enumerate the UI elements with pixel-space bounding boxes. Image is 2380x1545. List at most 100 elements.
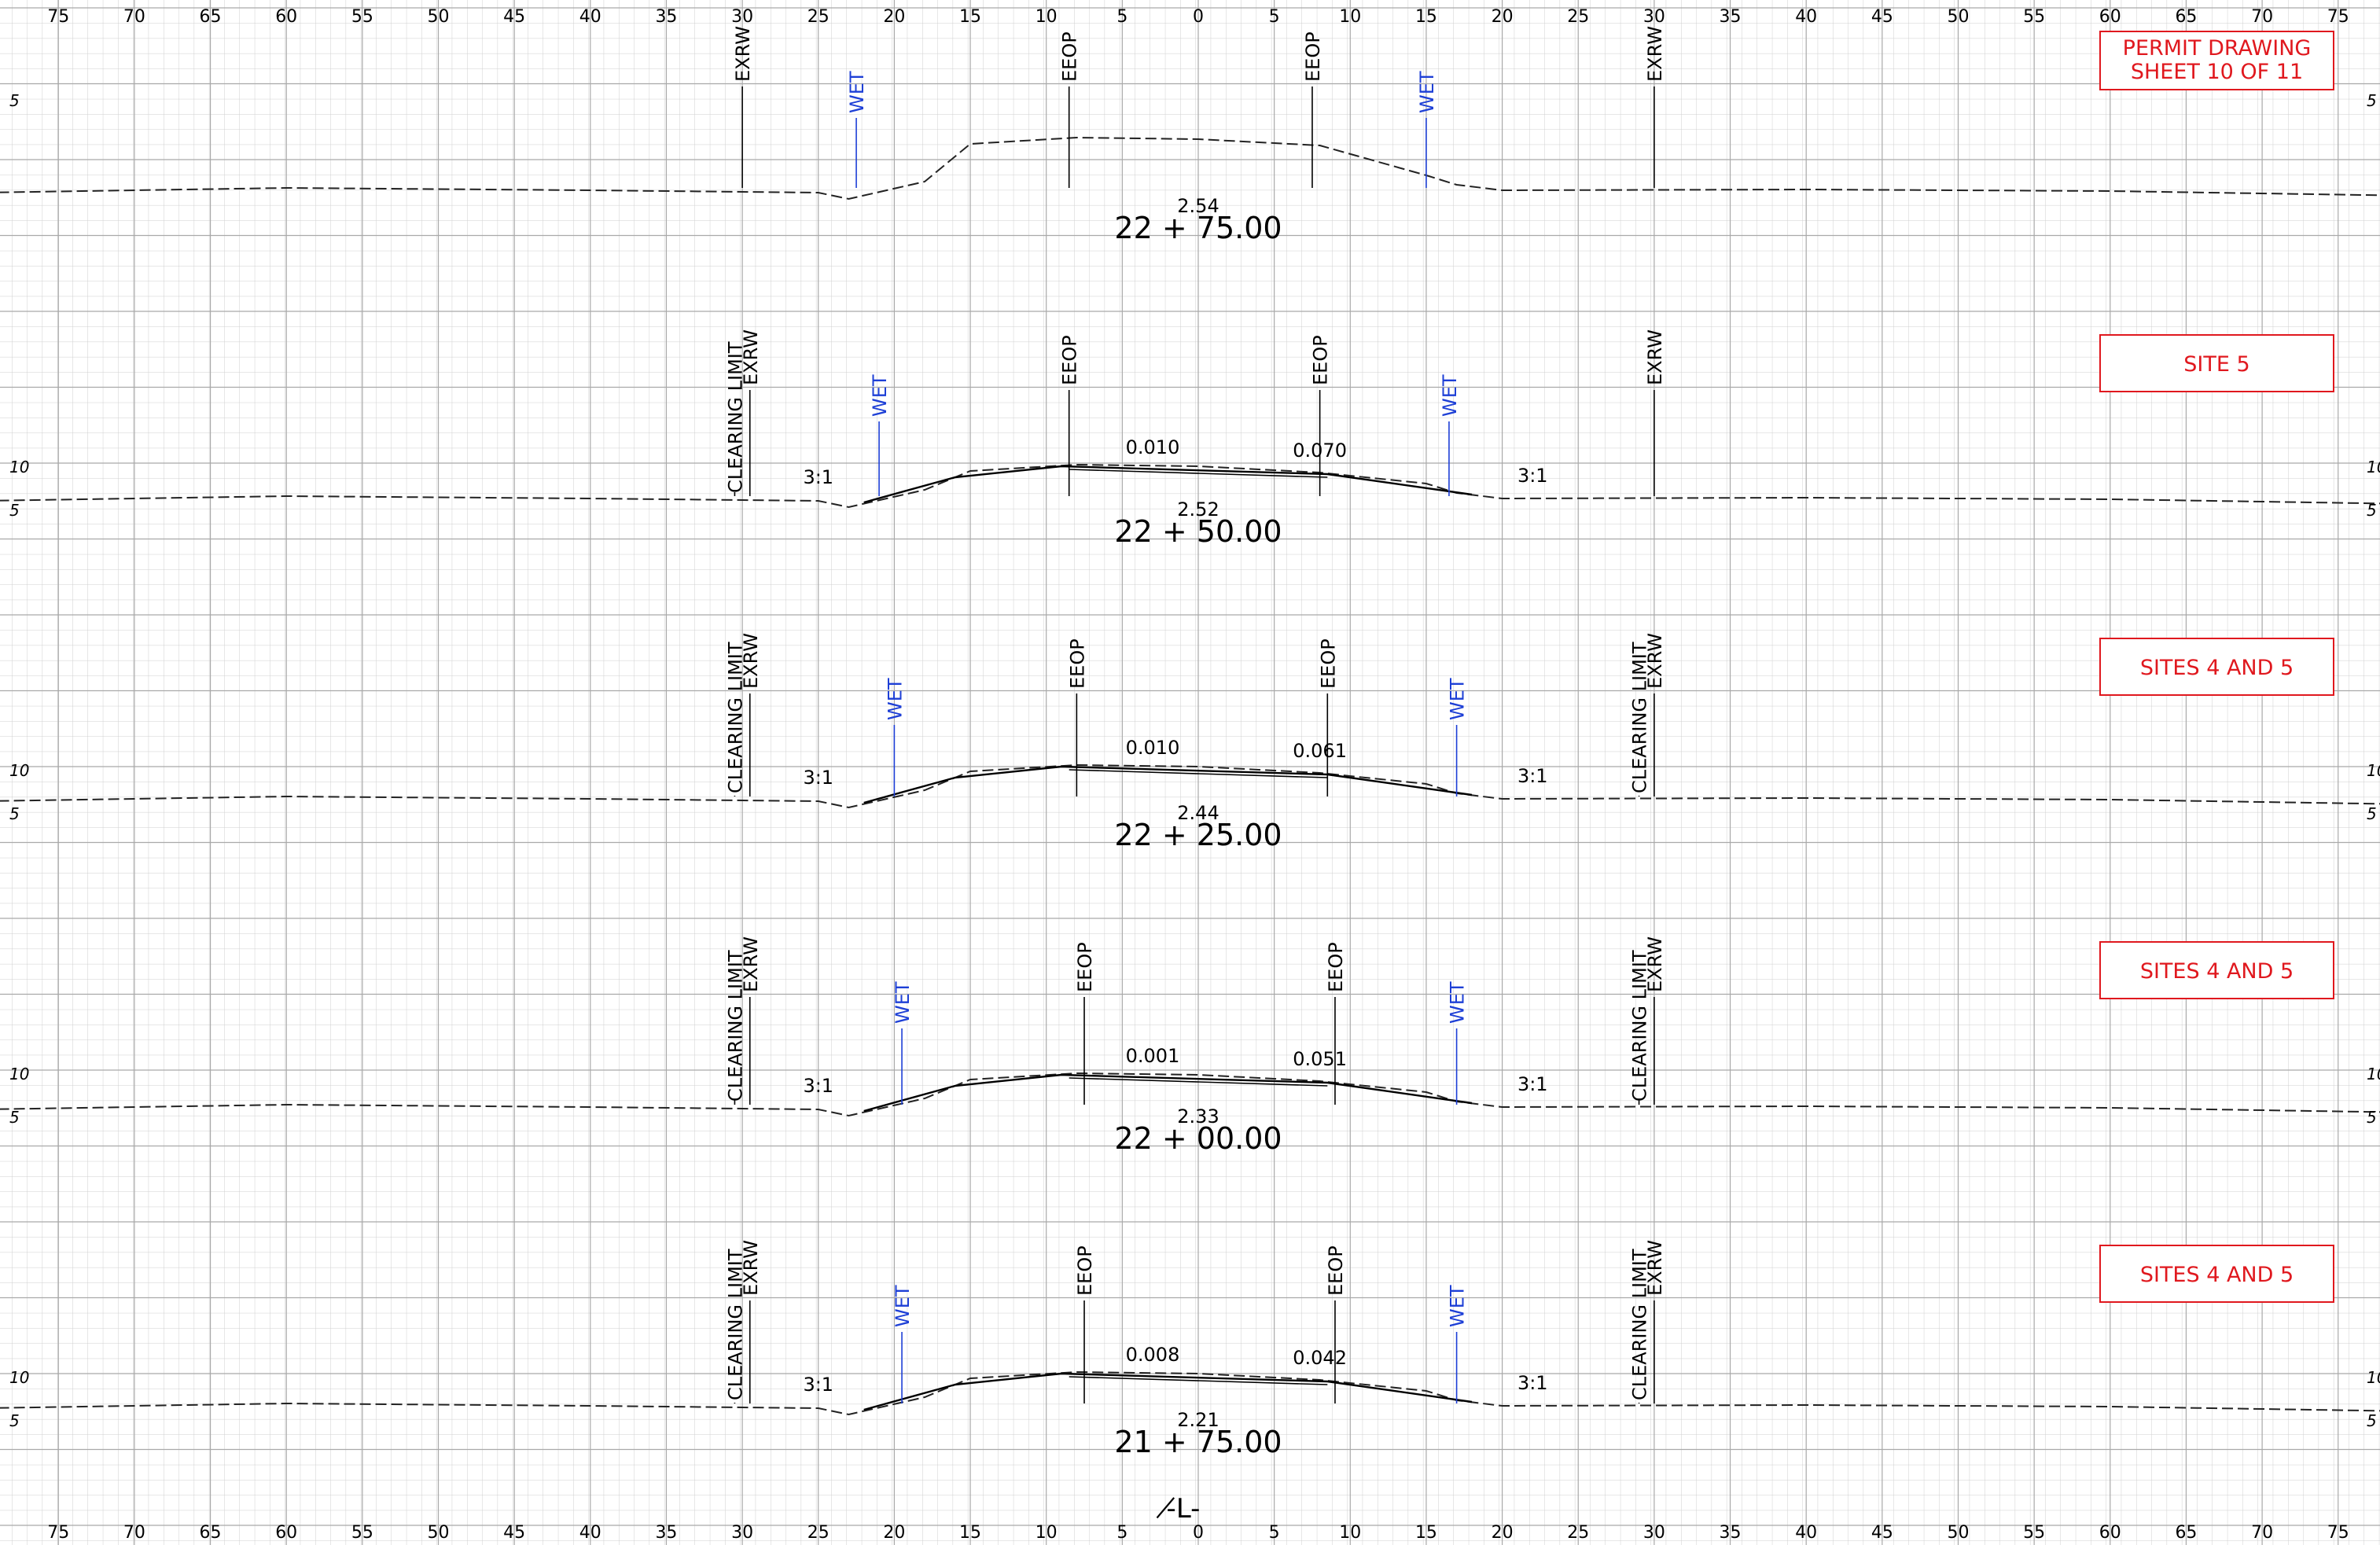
station-label: WET: [892, 1285, 914, 1327]
slope-label: 0.042: [1293, 1347, 1347, 1369]
axis-tick-label: 15: [959, 7, 981, 27]
scale-left-label: 10: [9, 1065, 29, 1083]
station-number: 22 + 75.00: [1114, 211, 1282, 245]
sheet-tag-box: [2099, 334, 2334, 392]
axis-tick-label: 35: [655, 1523, 677, 1543]
axis-tick-label: 70: [123, 7, 145, 27]
scale-right-label: 10: [2367, 1065, 2380, 1083]
sheet-tag-text: SITES 4 AND 5: [2140, 1263, 2294, 1287]
axis-tick-label: 60: [2099, 7, 2121, 27]
scale-left-label: 5: [9, 1108, 20, 1127]
axis-tick-label: 30: [731, 1523, 753, 1543]
station-label: EXRW: [1644, 936, 1666, 992]
axis-tick-label: 50: [428, 7, 450, 27]
sheet-tag-box: [2099, 31, 2334, 90]
station-label: WET: [1447, 981, 1469, 1024]
scale-right-label: 10: [2367, 761, 2380, 780]
axis-tick-label: 45: [1871, 7, 1893, 27]
pavement-bottom-line: [1069, 1077, 1328, 1087]
slope-label: 0.070: [1293, 440, 1347, 462]
scale-right-label: 5: [2367, 1411, 2377, 1430]
axis-tick-label: 20: [883, 7, 905, 27]
slope-label: 3:1: [1517, 1372, 1548, 1394]
scale-right-label: 10: [2367, 458, 2380, 476]
station-label: EXRW: [1644, 26, 1666, 82]
station-label: EEOP: [1302, 31, 1324, 82]
station-label: WET: [1416, 71, 1438, 113]
slope-label: 3:1: [803, 466, 833, 488]
station-label: CLEARING LIMIT: [724, 341, 746, 493]
station-label: CLEARING LIMIT: [1629, 642, 1651, 793]
station-label: EXRW: [740, 329, 762, 385]
sheet-tag-text: PERMIT DRAWING: [2123, 36, 2312, 61]
centerline-elevation: 2.33: [1177, 1105, 1219, 1127]
station-label: CLEARING LIMIT: [1629, 950, 1651, 1102]
axis-tick-label: 75: [47, 1523, 69, 1543]
axis-tick-label: 35: [1720, 7, 1742, 27]
station-label: EXRW: [1644, 1240, 1666, 1296]
centerline-elevation: 2.52: [1177, 498, 1219, 521]
axis-tick-label: 40: [1795, 1523, 1817, 1543]
scale-right-label: 5: [2367, 91, 2377, 110]
station-label: CLEARING LIMIT: [724, 1249, 746, 1400]
station-label: CLEARING LIMIT: [724, 950, 746, 1102]
slope-label: 3:1: [803, 767, 833, 789]
axis-tick-label: 75: [47, 7, 69, 27]
pavement-bottom-line: [1069, 469, 1328, 478]
axis-tick-label: 10: [1339, 7, 1361, 27]
station-label: CLEARING LIMIT: [1629, 1249, 1651, 1400]
axis-tick-label: 0: [1193, 1523, 1204, 1543]
station-label: WET: [1447, 678, 1469, 720]
axis-tick-label: 70: [2251, 7, 2273, 27]
sheet-tag-text: SHEET 10 OF 11: [2131, 60, 2303, 84]
axis-tick-label: 55: [351, 7, 373, 27]
station-label: WET: [892, 981, 914, 1024]
centerline-elevation: 2.44: [1177, 802, 1219, 824]
station-label: EEOP: [1059, 31, 1081, 82]
axis-tick-label: 10: [1036, 1523, 1058, 1543]
station-label: EEOP: [1074, 942, 1096, 992]
axis-tick-label: 40: [579, 7, 601, 27]
axis-tick-label: 35: [1720, 1523, 1742, 1543]
axis-tick-label: 30: [731, 7, 753, 27]
station-number: 21 + 75.00: [1114, 1425, 1282, 1459]
axis-tick-label: 75: [2327, 1523, 2349, 1543]
station-label: WET: [1447, 1285, 1469, 1327]
centerline-elevation: 2.21: [1177, 1409, 1219, 1431]
sheet-tag-box: [2099, 638, 2334, 696]
scale-left-label: 5: [9, 1411, 20, 1430]
axis-tick-label: 5: [1116, 1523, 1127, 1543]
station-label: EXRW: [1644, 329, 1666, 385]
axis-tick-label: 25: [1567, 1523, 1589, 1543]
axis-tick-label: 20: [883, 1523, 905, 1543]
slope-label: 3:1: [1517, 465, 1548, 487]
axis-tick-label: 5: [1269, 1523, 1280, 1543]
axis-tick-label: 25: [807, 7, 830, 27]
axis-tick-label: 70: [123, 1523, 145, 1543]
axis-tick-label: 50: [1948, 1523, 1970, 1543]
slope-label: 0.010: [1126, 737, 1180, 759]
axis-tick-label: 40: [579, 1523, 601, 1543]
station-label: EEOP: [1325, 942, 1347, 992]
sheet-tag-box: [2099, 1245, 2334, 1303]
axis-tick-label: 60: [275, 1523, 297, 1543]
slope-label: 0.001: [1126, 1045, 1180, 1067]
axis-tick-label: 45: [503, 1523, 525, 1543]
station-number: 22 + 50.00: [1114, 514, 1282, 549]
scale-left-label: 5: [9, 804, 20, 823]
axis-tick-label: 75: [2327, 7, 2349, 27]
existing-ground-line: [0, 136, 2380, 200]
station-label: EEOP: [1310, 335, 1332, 385]
slope-label: 3:1: [803, 1075, 833, 1097]
station-label: WET: [1439, 374, 1461, 417]
scale-left-label: 10: [9, 761, 29, 780]
scale-left-label: 10: [9, 1368, 29, 1387]
axis-tick-label: 60: [275, 7, 297, 27]
scale-right-label: 5: [2367, 501, 2377, 520]
